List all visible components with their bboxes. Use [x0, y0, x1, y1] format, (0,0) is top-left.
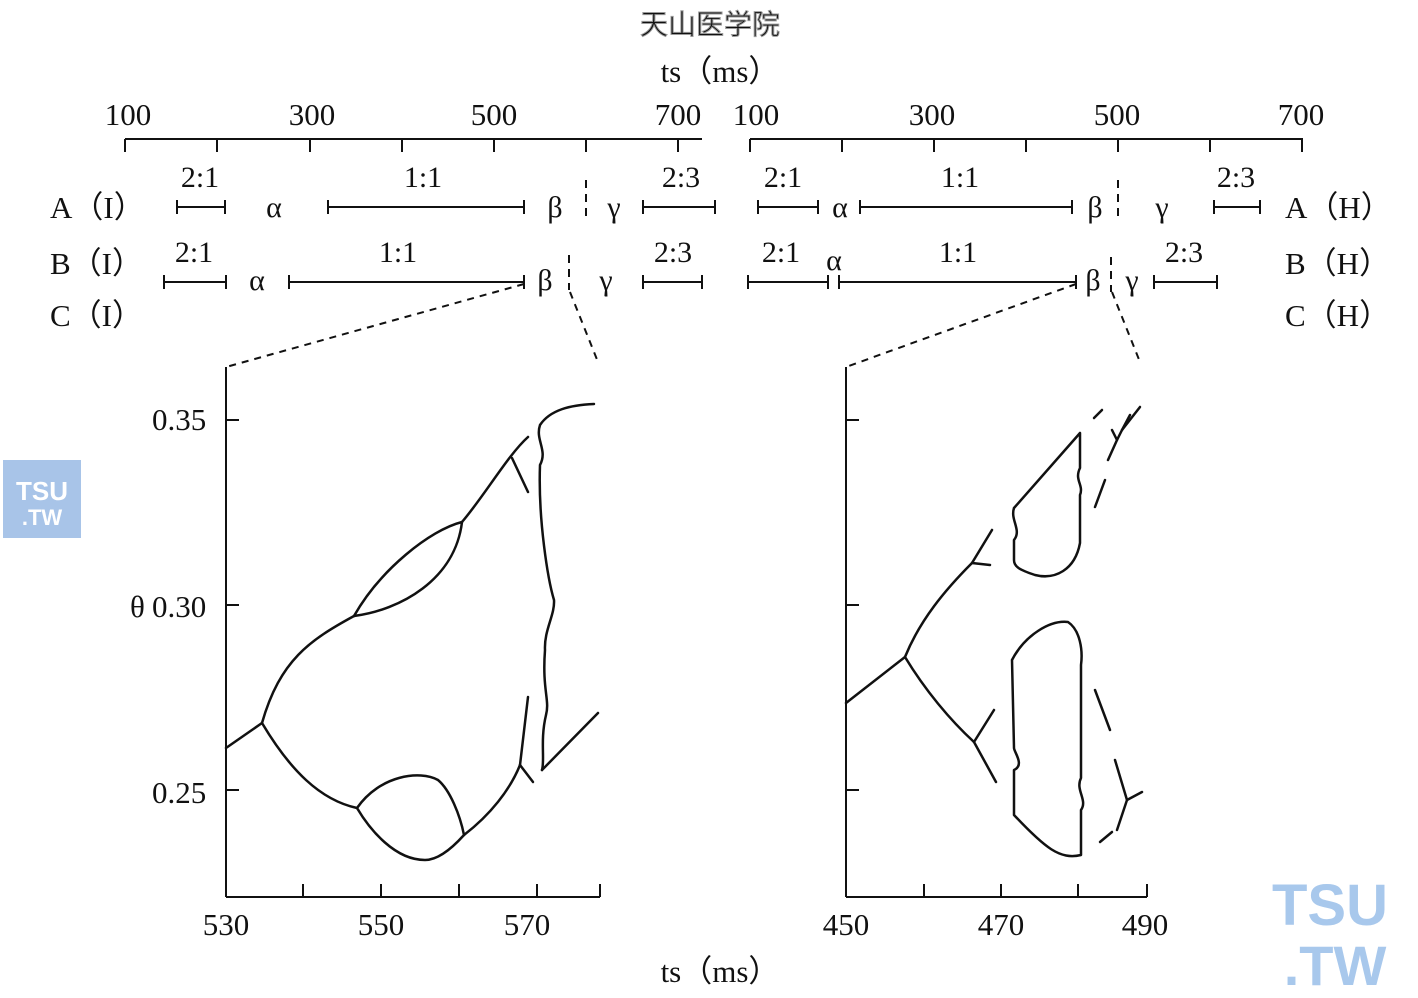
row-label-c-i: C（I）: [50, 298, 143, 333]
b-h-label-2-1: 2:1: [762, 236, 800, 269]
b-h-gamma: γ: [1124, 264, 1138, 297]
a-h-label-2-1: 2:1: [764, 161, 802, 194]
left-x-tick-570: 570: [504, 907, 551, 942]
top-watermark: 天山医学院: [640, 9, 780, 41]
right-bifurcation-curves: [844, 405, 1144, 858]
a-h-label-1-1: 1:1: [941, 161, 979, 194]
left-y-tick-030: 0.30: [152, 589, 206, 624]
badge-watermark: TSU .TW: [3, 460, 81, 538]
right-top-axis: [749, 138, 1303, 152]
badge-watermark-line1: TSU: [16, 476, 68, 506]
row-a-i-intervals: [176, 180, 716, 218]
b-i-beta: β: [537, 264, 552, 297]
bottom-axis-label: ts（ms）: [661, 954, 780, 989]
row-label-a-h: A（H）: [1285, 190, 1392, 225]
b-i-alpha: α: [249, 264, 265, 297]
left-tick-300: 300: [289, 97, 336, 132]
a-h-label-2-3: 2:3: [1217, 161, 1255, 194]
row-label-a-i: A（I）: [50, 190, 145, 225]
a-i-alpha: α: [266, 191, 282, 224]
left-x-tick-530: 530: [203, 907, 250, 942]
left-top-axis: [124, 138, 702, 152]
b-h-label-1-1: 1:1: [939, 236, 977, 269]
badge-watermark-line2: .TW: [22, 505, 63, 530]
right-x-tick-450: 450: [823, 907, 870, 942]
right-tick-300: 300: [909, 97, 956, 132]
left-y-tick-035: 0.35: [152, 402, 206, 437]
a-h-gamma: γ: [1154, 191, 1168, 224]
left-tick-700: 700: [655, 97, 702, 132]
a-i-label-2-3: 2:3: [662, 161, 700, 194]
left-y-tick-025: 0.25: [152, 775, 206, 810]
left-tick-100: 100: [105, 97, 152, 132]
right-tick-100: 100: [733, 97, 780, 132]
corner-watermark-line1: TSU: [1272, 873, 1388, 938]
left-y-axis-symbol: θ: [130, 589, 145, 624]
row-b-h-intervals: [747, 257, 1218, 292]
left-x-tick-550: 550: [358, 907, 405, 942]
a-i-label-1-1: 1:1: [404, 161, 442, 194]
row-a-h-intervals: [757, 180, 1261, 218]
row-label-b-i: B（I）: [50, 246, 143, 281]
left-panel-axes: [225, 367, 601, 898]
a-i-beta: β: [547, 191, 562, 224]
left-tick-500: 500: [471, 97, 518, 132]
b-i-label-2-3: 2:3: [654, 236, 692, 269]
b-h-alpha: α: [826, 244, 842, 277]
zoom-lines: [225, 283, 1141, 368]
right-panel-axes: [845, 367, 1148, 898]
a-h-beta: β: [1087, 191, 1102, 224]
a-h-alpha: α: [832, 191, 848, 224]
b-i-label-2-1: 2:1: [175, 236, 213, 269]
right-tick-700: 700: [1278, 97, 1325, 132]
a-i-gamma: γ: [606, 191, 620, 224]
right-x-tick-470: 470: [978, 907, 1025, 942]
row-label-b-h: B（H）: [1285, 246, 1390, 281]
badge-watermark-bg: [3, 460, 81, 538]
left-bifurcation-curves: [224, 402, 600, 862]
corner-watermark-line2: .TW: [1284, 934, 1387, 997]
b-h-label-2-3: 2:3: [1165, 236, 1203, 269]
right-x-tick-490: 490: [1122, 907, 1169, 942]
row-label-c-h: C（H）: [1285, 298, 1390, 333]
b-h-beta: β: [1085, 264, 1100, 297]
top-axis-label: ts（ms）: [661, 54, 780, 89]
right-tick-500: 500: [1094, 97, 1141, 132]
a-i-label-2-1: 2:1: [181, 161, 219, 194]
b-i-label-1-1: 1:1: [379, 236, 417, 269]
b-i-gamma: γ: [598, 264, 612, 297]
corner-watermark: TSU .TW: [1272, 873, 1388, 997]
row-b-i-intervals: [163, 255, 703, 290]
